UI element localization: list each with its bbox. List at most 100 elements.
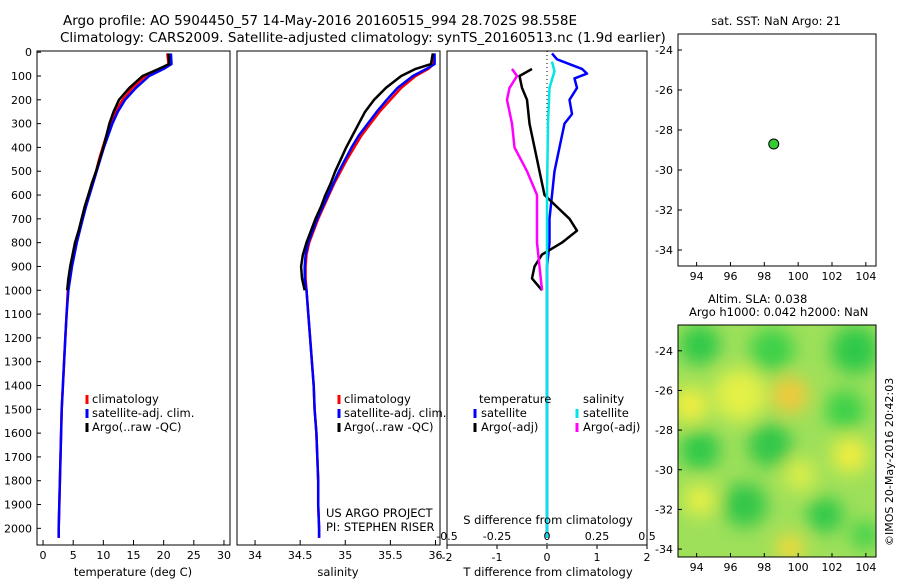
y-tick-label: 1200 bbox=[4, 332, 32, 345]
float-position-marker bbox=[768, 138, 780, 150]
y-tick-label: -24 bbox=[655, 345, 673, 358]
x-tick-label: 10 bbox=[96, 549, 110, 562]
x-tick-label: 30 bbox=[217, 549, 231, 562]
sla-map-panel: Altim. SLA: 0.038 Argo h1000: 0.042 h200… bbox=[655, 292, 877, 574]
x-tick-label: 5 bbox=[70, 549, 77, 562]
salinity-legend: climatology satellite-adj. clim. Argo(..… bbox=[337, 392, 446, 434]
legend-label-s-argo: Argo(-adj) bbox=[583, 420, 640, 434]
legend-label-argo: Argo(..raw -QC) bbox=[92, 420, 182, 434]
y-tick-label: 1500 bbox=[4, 403, 32, 416]
y-tick-label: 1700 bbox=[4, 451, 32, 464]
project-line-1: US ARGO PROJECT bbox=[326, 506, 434, 520]
salinity-xlabel: salinity bbox=[317, 565, 358, 579]
x-tick-label: -1 bbox=[492, 551, 503, 564]
x-tick-label: 0 bbox=[40, 549, 47, 562]
legend-label-climatology: climatology bbox=[92, 392, 159, 406]
s-tick-label: 0.5 bbox=[638, 530, 656, 543]
legend-label-t-argo: Argo(-adj) bbox=[481, 420, 538, 434]
project-line-2: PI: STEPHEN RISER bbox=[326, 520, 435, 534]
y-tick-label: 1100 bbox=[4, 308, 32, 321]
temperature-panel: 0 5 10 15 20 25 30 0 100 200 300 400 500 600 700 800 90… bbox=[4, 46, 231, 579]
y-tick-label: -34 bbox=[655, 244, 673, 257]
series-line-1 bbox=[518, 67, 579, 292]
y-tick-label: 800 bbox=[11, 237, 32, 250]
x-tick-label: 100 bbox=[788, 561, 809, 574]
legend-head-salinity: salinity bbox=[583, 392, 624, 406]
title-line-1: Argo profile: AO 5904450_57 14-May-2016 … bbox=[63, 13, 577, 29]
y-tick-label: -32 bbox=[655, 503, 673, 516]
y-tick-label: -34 bbox=[655, 543, 673, 556]
difference-panel: -2 -1 0 1 2 -0.5 -0.25 0 0.25 0.5 S difference f… bbox=[436, 50, 656, 579]
legend-label-satellite: satellite-adj. clim. bbox=[92, 406, 194, 420]
x-tick-label: 2 bbox=[644, 551, 651, 564]
y-tick-label: 100 bbox=[11, 70, 32, 83]
y-tick-label: -26 bbox=[655, 384, 673, 397]
x-tick-label: 35 bbox=[338, 549, 352, 562]
x-tick-label: 104 bbox=[855, 270, 876, 283]
x-tick-label: 35.5 bbox=[378, 549, 403, 562]
s-tick-label: -0.5 bbox=[436, 530, 457, 543]
y-tick-label: 1300 bbox=[4, 356, 32, 369]
temperature-legend: climatology satellite-adj. clim. Argo(..… bbox=[85, 392, 194, 434]
s-tick-label: -0.25 bbox=[483, 530, 511, 543]
sst-axes bbox=[677, 33, 877, 267]
y-tick-label: -30 bbox=[655, 164, 673, 177]
legend-label-s-satellite: satellite bbox=[583, 406, 629, 420]
title-line-2: Climatology: CARS2009. Satellite-adjuste… bbox=[60, 30, 666, 46]
salinity-axes bbox=[236, 50, 441, 546]
s-tick-label: 0 bbox=[544, 530, 551, 543]
x-tick-label: 104 bbox=[855, 561, 876, 574]
y-tick-label: 1000 bbox=[4, 284, 32, 297]
sla-heatmap bbox=[678, 325, 876, 557]
y-tick-label: 200 bbox=[11, 94, 32, 107]
legend-head-temperature: temperature bbox=[479, 392, 551, 406]
x-tick-label: 94 bbox=[690, 270, 704, 283]
x-tick-label: 96 bbox=[723, 270, 737, 283]
sst-map-panel: sat. SST: NaN Argo: 21 94 96 98 100 102 104 -… bbox=[655, 14, 877, 283]
x-tick-label: 94 bbox=[690, 561, 704, 574]
imos-credit: ©IMOS 20-May-2016 20:42:03 bbox=[883, 378, 896, 546]
x-tick-label: 36 bbox=[428, 549, 442, 562]
y-tick-label: 500 bbox=[11, 165, 32, 178]
y-tick-label: 600 bbox=[11, 189, 32, 202]
x-tick-label: 0 bbox=[544, 551, 551, 564]
y-tick-label: 1900 bbox=[4, 499, 32, 512]
series-line-3 bbox=[505, 68, 544, 291]
series-line-2 bbox=[299, 53, 435, 291]
y-tick-label: -30 bbox=[655, 464, 673, 477]
x-tick-label: 98 bbox=[757, 270, 771, 283]
x-tick-label: 20 bbox=[157, 549, 171, 562]
salinity-panel: 34 34.5 35 35.5 36 salinity climatology sate… bbox=[236, 50, 446, 579]
t-difference-label: T difference from climatology bbox=[462, 565, 633, 579]
temperature-axes bbox=[36, 50, 231, 546]
y-tick-label: 300 bbox=[11, 118, 32, 131]
y-tick-label: -32 bbox=[655, 204, 673, 217]
y-tick-label: 1600 bbox=[4, 427, 32, 440]
y-tick-label: 400 bbox=[11, 141, 32, 154]
y-tick-label: 900 bbox=[11, 260, 32, 273]
y-tick-label: 700 bbox=[11, 213, 32, 226]
x-tick-label: 98 bbox=[757, 561, 771, 574]
x-tick-label: 1 bbox=[594, 551, 601, 564]
y-tick-label: -26 bbox=[655, 84, 673, 97]
x-tick-label: 100 bbox=[788, 270, 809, 283]
y-tick-label: -24 bbox=[655, 44, 673, 57]
difference-legend: temperature salinity satellite satellite… bbox=[473, 392, 640, 434]
legend-label-satellite: satellite-adj. clim. bbox=[344, 406, 446, 420]
y-tick-label: 0 bbox=[25, 46, 32, 59]
x-tick-label: 25 bbox=[187, 549, 201, 562]
series-line-2 bbox=[65, 53, 171, 291]
s-difference-label: S difference from climatology bbox=[463, 513, 633, 527]
sla-line-1: Altim. SLA: 0.038 bbox=[708, 292, 807, 306]
x-tick-label: 15 bbox=[127, 549, 141, 562]
sla-axes bbox=[677, 324, 877, 558]
legend-label-argo: Argo(..raw -QC) bbox=[344, 420, 434, 434]
series-line-1 bbox=[303, 53, 436, 538]
x-tick-label: -2 bbox=[442, 551, 453, 564]
x-tick-label: 96 bbox=[723, 561, 737, 574]
y-tick-label: -28 bbox=[655, 424, 673, 437]
x-tick-label: 34.5 bbox=[288, 549, 313, 562]
sla-line-2: Argo h1000: 0.042 h2000: NaN bbox=[689, 305, 868, 319]
legend-label-climatology: climatology bbox=[344, 392, 411, 406]
